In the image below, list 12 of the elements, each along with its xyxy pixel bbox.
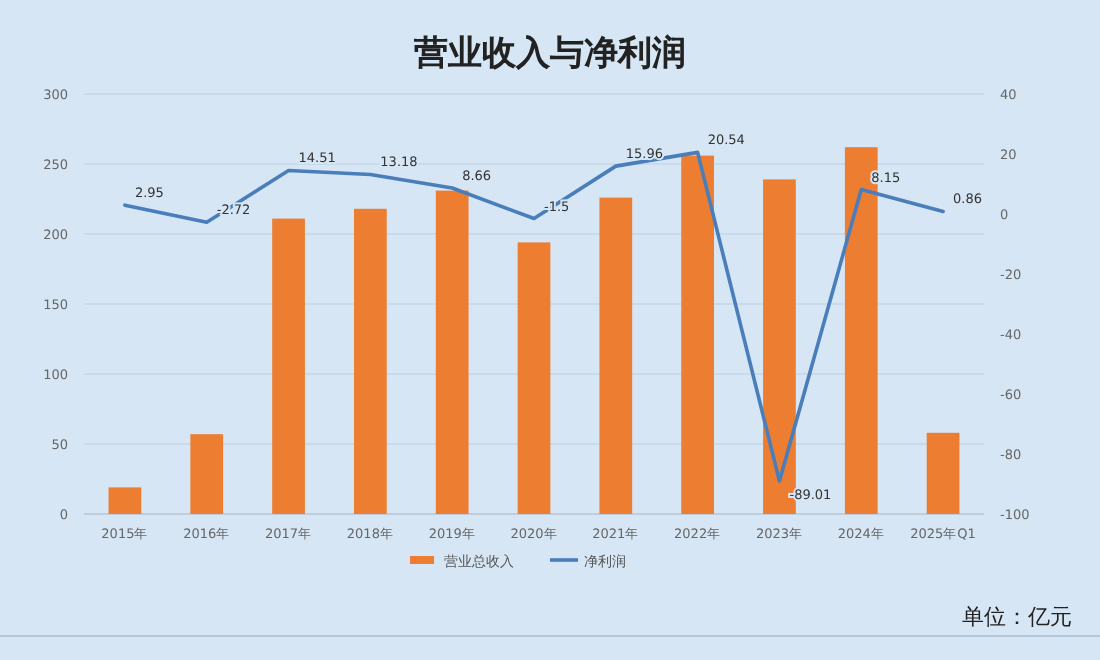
bar	[108, 487, 142, 514]
bar	[272, 218, 305, 514]
bar	[190, 434, 224, 514]
bar	[599, 197, 633, 514]
chart-title: 营业收入与净利润	[412, 34, 686, 74]
line-series	[123, 150, 945, 483]
bar	[435, 190, 469, 514]
bar	[517, 242, 551, 514]
bar	[354, 208, 387, 514]
bar	[926, 432, 960, 514]
bar	[681, 155, 714, 514]
text: 单位：亿元	[962, 604, 1072, 630]
